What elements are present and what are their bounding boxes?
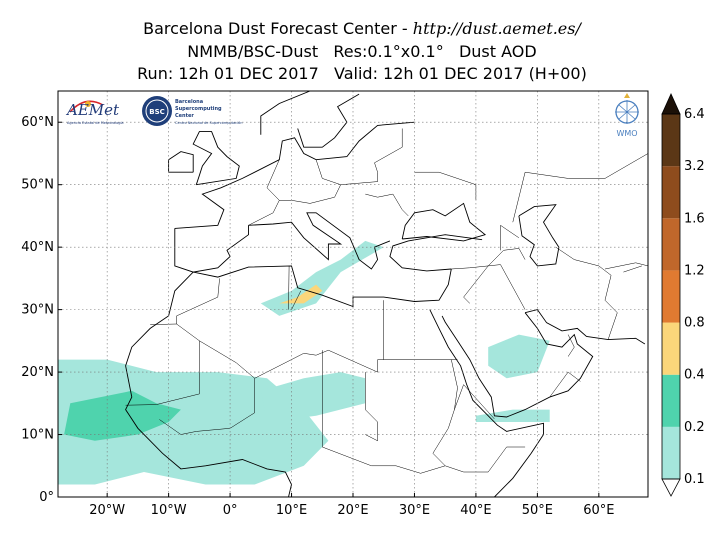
svg-text:Supercomputing: Supercomputing [175,106,222,112]
country-border [288,265,290,310]
coastline [429,309,544,497]
colorbar-segment [662,426,680,479]
coastline [168,151,194,173]
country-border [125,323,200,406]
lat-tick-label: 30°N [21,303,54,318]
lon-tick-label: 20°E [337,503,368,518]
country-border [623,265,642,273]
country-border [500,224,520,251]
country-border [454,384,495,420]
svg-text:Centro Nacional de Supercomput: Centro Nacional de Supercomputación [175,121,242,125]
svg-text:WMO: WMO [616,129,637,138]
dust-region [279,284,323,304]
colorbar-label: 1.2 [684,263,705,278]
title-line-1: Barcelona Dust Forecast Center - http://… [143,19,581,38]
colorbar-label: 0.1 [684,472,705,487]
svg-text:AEMet: AEMet [65,101,120,119]
country-border [555,246,618,340]
colorbar-max-arrow [661,93,681,115]
country-border [512,153,648,223]
colorbar-label: 3.2 [684,159,705,174]
axis-ticks: 60°N 50°N 40°N 30°N 20°N 10°N 0° 20°W 10°W 0° 10°E… [21,115,614,518]
dust-region [488,334,550,379]
colorbar-label: 1.6 [684,211,705,226]
coastline [524,309,646,345]
colorbar-segment [662,322,680,375]
title-line-3: Run: 12h 01 DEC 2017 Valid: 12h 01 DEC 2… [137,64,587,83]
country-border [150,278,220,325]
lon-tick-label: 30°E [399,503,430,518]
colorbar-segment [662,114,680,167]
colorbar-label: 0.2 [684,420,705,435]
coastline [174,225,249,273]
coastline [192,131,240,186]
lat-tick-label: 50°N [21,178,54,193]
dust-region [64,390,181,441]
lat-tick-label: 40°N [21,240,54,255]
aemet-logo: AEMet Agencia Estatal de Meteorología [65,100,124,125]
coastline [297,93,360,148]
dust-field [58,240,550,485]
coastline [125,271,292,497]
country-border [279,162,378,204]
colorbar-label: 0.4 [684,368,705,383]
coastline [260,91,311,135]
country-border [199,340,378,379]
lon-tick-label: 10°E [276,503,307,518]
colorbar-segment [662,218,680,271]
dust-region [260,372,366,422]
country-border [291,290,302,310]
coastline [193,265,452,308]
colorbar-label: 0.8 [684,316,705,331]
coastline [174,121,415,229]
wmo-emblem-icon: WMO [615,93,639,138]
colorbar-segment [662,270,680,323]
colorbar: 0.1 0.2 0.4 0.8 1.2 1.6 3.2 6.4 [661,93,705,497]
country-border [451,248,526,270]
svg-text:Barcelona: Barcelona [175,99,203,105]
lat-tick-label: 60°N [21,115,54,130]
colorbar-frame [661,113,681,480]
svg-text:Center: Center [175,113,194,119]
colorbar-label: 6.4 [684,107,705,122]
coastline [389,234,483,272]
colorbar-segment [662,166,680,219]
lon-tick-label: 10°W [151,503,187,518]
country-border [159,378,255,435]
country-border [365,193,409,217]
country-border [322,350,526,474]
lon-tick-label: 20°W [89,503,125,518]
coastline [518,204,560,267]
coastline [248,212,391,270]
country-border [374,128,403,164]
country-border [567,334,575,357]
bsc-logo: BSC Barcelona Supercomputing Center Cent… [142,96,242,126]
lat-tick-label: 10°N [21,428,54,443]
country-border [315,159,341,185]
colorbar-min-arrow [661,478,681,497]
colorbar-segment [662,374,680,427]
lon-tick-label: 50°E [522,503,553,518]
country-border [549,371,581,398]
country-border [604,262,648,270]
coastlines [125,91,648,497]
title-url: http://dust.aemet.es/ [412,19,581,38]
svg-text:Agencia Estatal de Meteorologí: Agencia Estatal de Meteorología [67,121,124,125]
dust-region [58,359,329,485]
country-border [432,359,458,466]
lat-tick-label: 0° [39,490,54,505]
coastline [401,202,487,242]
lat-tick-label: 20°N [21,365,54,380]
country-border [365,372,378,442]
lon-tick-label: 60°E [583,503,614,518]
lon-tick-label: 0° [223,503,238,518]
svg-text:BSC: BSC [149,108,165,116]
title-line-2: NMMB/BSC-Dust Res:0.1°x0.1° Dust AOD [187,42,537,61]
lon-tick-label: 40°E [460,503,491,518]
country-border [248,159,280,226]
